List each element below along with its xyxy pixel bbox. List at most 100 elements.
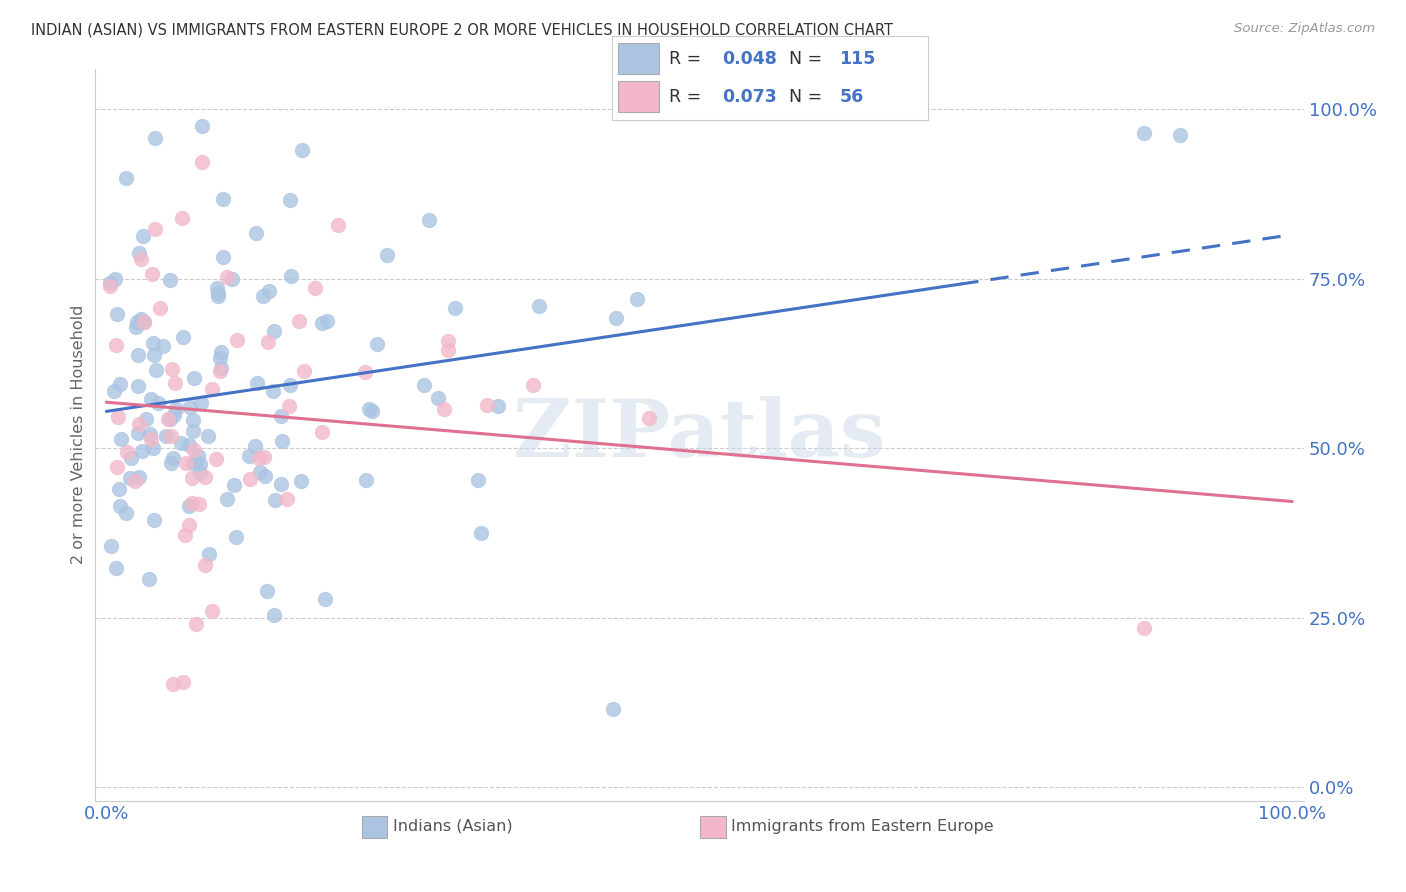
Point: [280, 268, 302, 283]
Point: [194, 469, 217, 483]
Point: [263, 607, 285, 622]
Point: [162, 362, 184, 376]
Point: [221, 272, 243, 286]
Point: [142, 513, 165, 527]
Point: [366, 337, 388, 351]
Point: [270, 409, 292, 424]
Text: Source: ZipAtlas.com: Source: ZipAtlas.com: [1234, 22, 1375, 36]
Point: [114, 506, 136, 520]
Point: [125, 320, 148, 334]
Point: [105, 459, 128, 474]
Point: [437, 343, 460, 357]
Point: [638, 411, 661, 425]
Point: [172, 329, 194, 343]
Point: [359, 402, 381, 417]
Point: [181, 424, 204, 438]
Point: [278, 399, 301, 413]
Point: [522, 377, 544, 392]
FancyBboxPatch shape: [619, 81, 659, 112]
Point: [208, 364, 231, 378]
Point: [191, 119, 214, 133]
Point: [124, 474, 146, 488]
Point: [225, 530, 247, 544]
Point: [217, 491, 239, 506]
Point: [132, 228, 155, 243]
Point: [527, 299, 550, 313]
Point: [304, 281, 326, 295]
Point: [149, 301, 172, 316]
Point: [142, 335, 165, 350]
Point: [262, 384, 284, 398]
Point: [314, 591, 336, 606]
Point: [432, 402, 454, 417]
Point: [249, 465, 271, 479]
Point: [316, 314, 339, 328]
Point: [187, 449, 209, 463]
Point: [128, 417, 150, 431]
Point: [110, 432, 132, 446]
Point: [141, 267, 163, 281]
Text: 0.073: 0.073: [723, 87, 778, 105]
Point: [436, 334, 458, 349]
Point: [98, 276, 121, 290]
Point: [98, 279, 121, 293]
Point: [100, 539, 122, 553]
Point: [142, 441, 165, 455]
Point: [170, 436, 193, 450]
Point: [252, 289, 274, 303]
Point: [209, 361, 232, 376]
Text: 0.048: 0.048: [723, 50, 778, 68]
Point: [177, 518, 200, 533]
Point: [247, 450, 270, 465]
Point: [222, 477, 245, 491]
Point: [259, 284, 281, 298]
Point: [132, 315, 155, 329]
Point: [103, 384, 125, 398]
Point: [174, 456, 197, 470]
Point: [148, 396, 170, 410]
Point: [198, 547, 221, 561]
Point: [278, 193, 301, 207]
Point: [183, 371, 205, 385]
Point: [143, 222, 166, 236]
Point: [127, 426, 149, 441]
Point: [120, 451, 142, 466]
Point: [139, 392, 162, 406]
Point: [356, 473, 378, 487]
Point: [181, 471, 204, 485]
Point: [239, 472, 262, 486]
Point: [287, 313, 309, 327]
Point: [270, 476, 292, 491]
Point: [127, 379, 149, 393]
Point: [105, 561, 128, 575]
Point: [127, 348, 149, 362]
Text: N =: N =: [789, 50, 828, 68]
Point: [488, 399, 510, 413]
Point: [191, 155, 214, 169]
Point: [246, 376, 269, 391]
Point: [263, 493, 285, 508]
Point: [108, 500, 131, 514]
Point: [181, 496, 204, 510]
Text: 115: 115: [839, 50, 876, 68]
Point: [187, 497, 209, 511]
Point: [467, 474, 489, 488]
Point: [311, 425, 333, 439]
Point: [162, 450, 184, 465]
Point: [207, 288, 229, 302]
Point: [217, 270, 239, 285]
Point: [181, 456, 204, 470]
Point: [602, 702, 624, 716]
Point: [179, 438, 201, 452]
Point: [477, 398, 499, 412]
Point: [173, 528, 195, 542]
Point: [143, 131, 166, 145]
Point: [444, 301, 467, 315]
Point: [211, 251, 233, 265]
Point: [186, 616, 208, 631]
Point: [145, 363, 167, 377]
Point: [107, 409, 129, 424]
Point: [1168, 128, 1191, 142]
Point: [108, 482, 131, 496]
Point: [155, 429, 177, 443]
